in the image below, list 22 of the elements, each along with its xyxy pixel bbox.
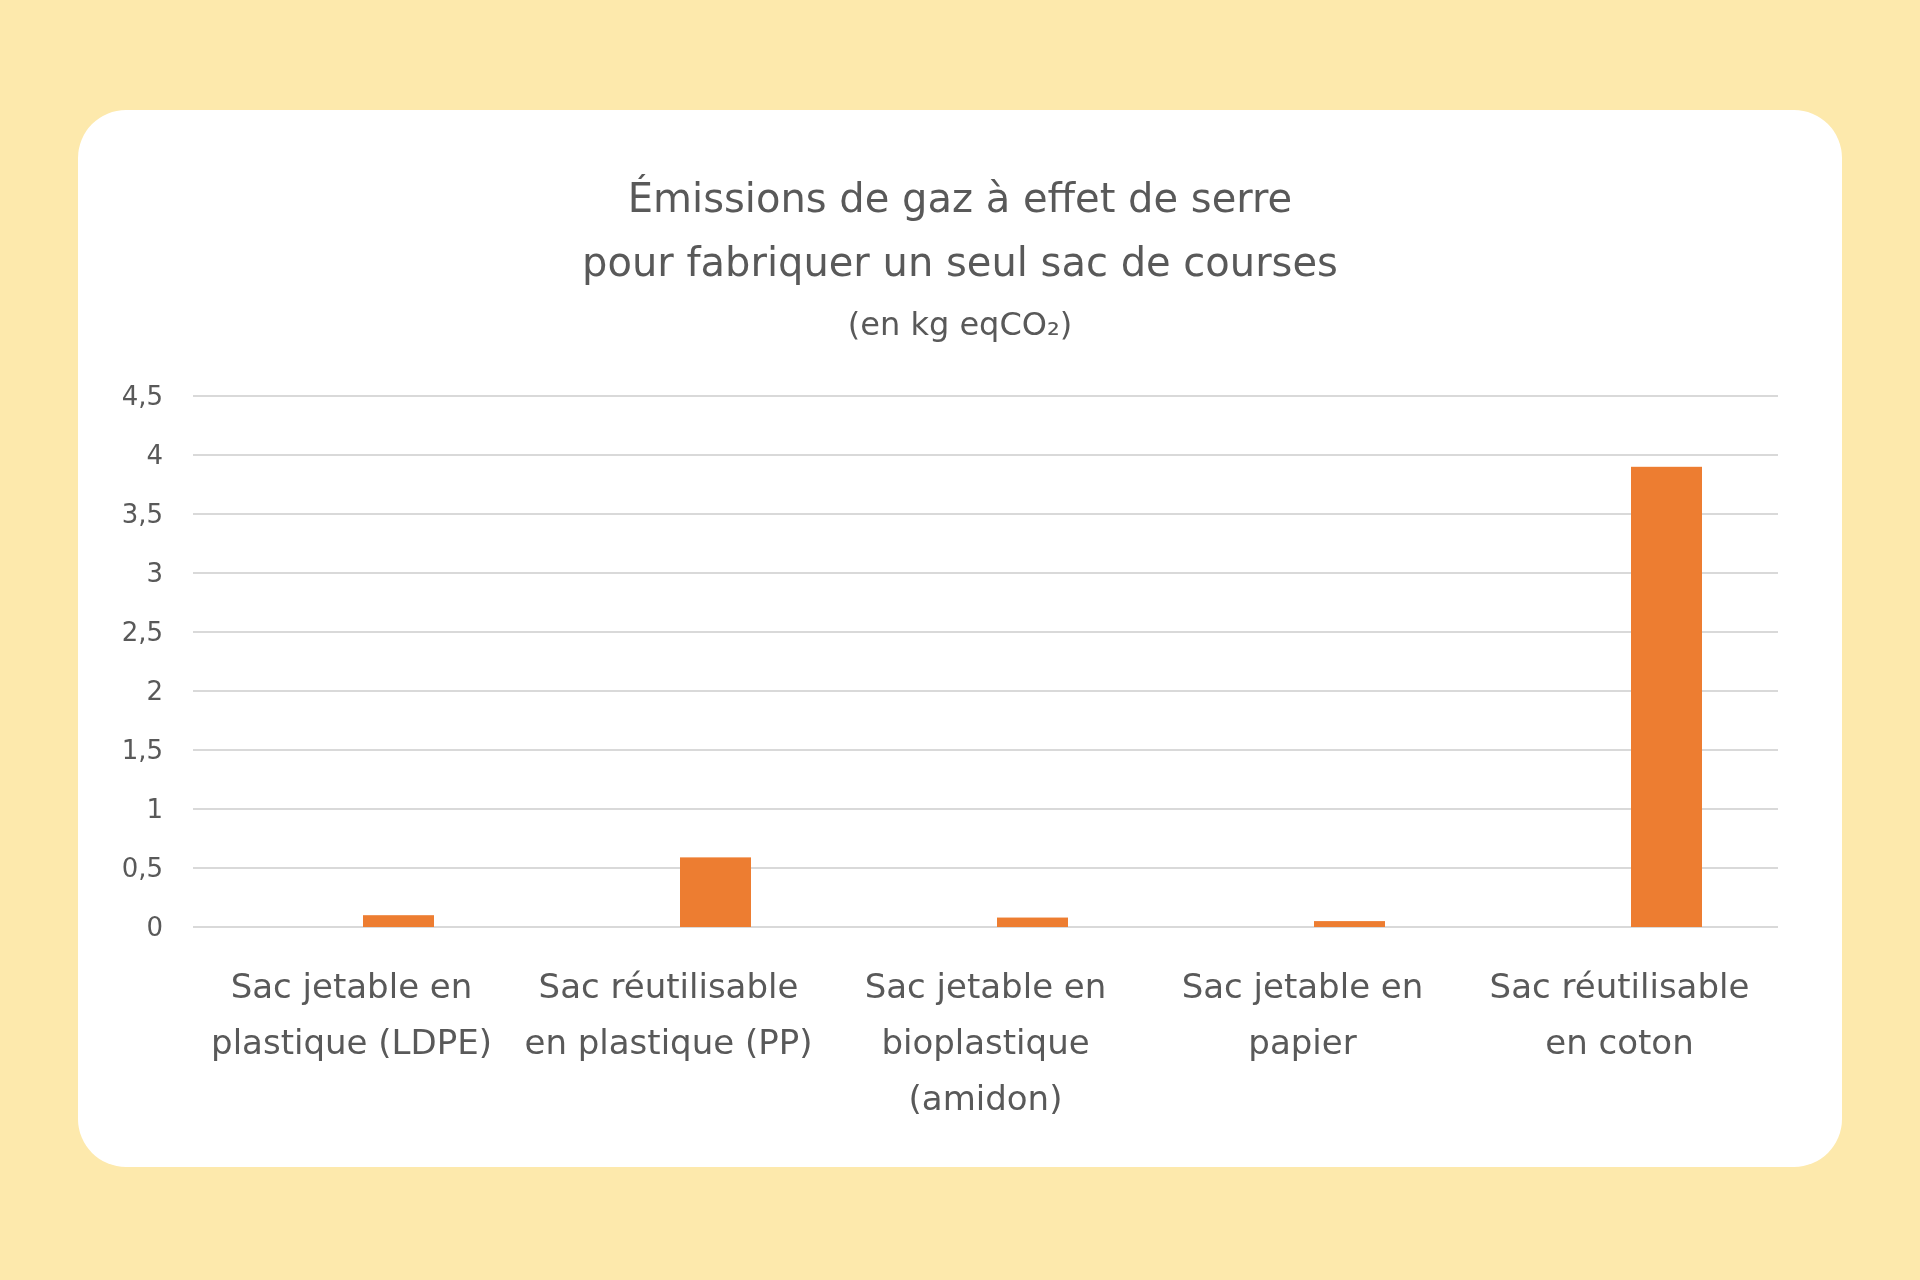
chart-title: Émissions de gaz à effet de serre pour fabriquer un seul sac de courses <box>582 174 1338 285</box>
bar <box>1314 921 1385 927</box>
bar <box>363 915 434 927</box>
x-tick-label: Sac jetable en papier <box>1181 966 1424 1062</box>
y-tick-label: 1,5 <box>121 735 163 766</box>
x-tick-label: Sac réutilisable en coton <box>1489 966 1750 1062</box>
x-tick-label: Sac jetable en bioplastique (amidon) <box>864 966 1107 1118</box>
y-tick-label: 4 <box>146 440 163 471</box>
y-tick-label: 2,5 <box>121 617 163 648</box>
y-tick-label: 2 <box>146 676 163 707</box>
x-tick-label: Sac jetable en plastique (LDPE) <box>211 966 492 1062</box>
y-tick-label: 4,5 <box>121 381 163 412</box>
y-tick-label: 1 <box>146 794 163 825</box>
y-tick-label: 0,5 <box>121 853 163 884</box>
y-tick-label: 0 <box>146 912 163 943</box>
x-tick-label: Sac réutilisable en plastique (PP) <box>524 966 813 1062</box>
y-tick-label: 3,5 <box>121 499 163 530</box>
bar <box>1631 466 1702 927</box>
chart-subtitle: (en kg eqCO₂) <box>847 305 1073 343</box>
bar <box>997 917 1068 927</box>
y-tick-label: 3 <box>146 558 163 589</box>
bar <box>680 857 751 927</box>
